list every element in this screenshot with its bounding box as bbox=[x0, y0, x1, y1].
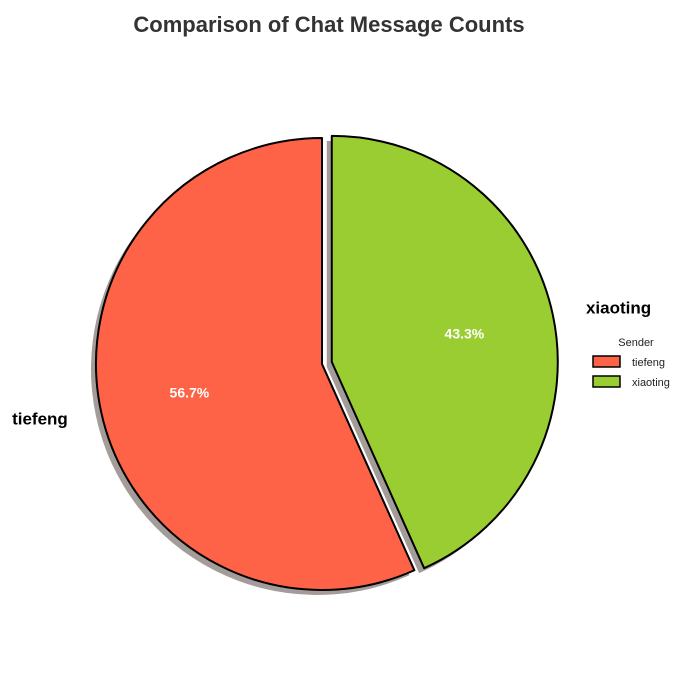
slice-label-xiaoting: xiaoting bbox=[586, 299, 651, 318]
legend-items: tiefeng xiaoting bbox=[592, 355, 670, 389]
legend-label-xiaoting: xiaoting bbox=[632, 377, 670, 389]
chart-legend: Sender tiefeng xiaoting bbox=[592, 337, 670, 389]
pie-slice-xiaoting bbox=[330, 134, 559, 570]
percent-label-xiaoting: 43.3% bbox=[445, 326, 485, 342]
legend-swatch-tiefeng bbox=[592, 355, 621, 368]
pie-label-layer: tiefeng 56.7% xiaoting 43.3% bbox=[12, 299, 651, 429]
legend-label-tiefeng: tiefeng bbox=[632, 357, 665, 369]
legend-swatch-xiaoting bbox=[592, 375, 621, 388]
percent-label-tiefeng: 56.7% bbox=[170, 384, 210, 400]
legend-title: Sender bbox=[618, 337, 654, 349]
pie-slice-tiefeng bbox=[95, 137, 416, 591]
chart-title: Comparison of Chat Message Counts bbox=[133, 12, 524, 37]
pie-slice-layer bbox=[95, 134, 559, 591]
slice-label-tiefeng: tiefeng bbox=[12, 409, 68, 428]
